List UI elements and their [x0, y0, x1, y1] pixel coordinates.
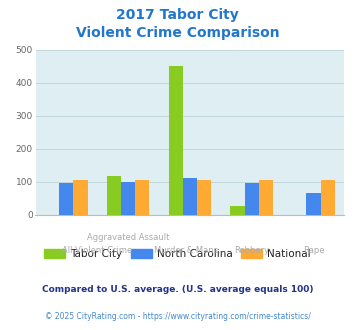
Bar [73, 180, 88, 214]
Text: Aggravated Assault: Aggravated Assault [87, 233, 169, 242]
Text: Murder & Mans...: Murder & Mans... [154, 246, 226, 255]
Text: 2017 Tabor City: 2017 Tabor City [116, 8, 239, 22]
Bar [306, 193, 321, 214]
Bar [245, 183, 259, 214]
Bar [121, 182, 135, 215]
Text: All Violent Crime: All Violent Crime [62, 246, 132, 255]
Bar [135, 180, 149, 214]
Bar [169, 66, 183, 214]
Text: Violent Crime Comparison: Violent Crime Comparison [76, 26, 279, 40]
Bar [321, 180, 335, 214]
Bar [230, 206, 245, 214]
Text: © 2025 CityRating.com - https://www.cityrating.com/crime-statistics/: © 2025 CityRating.com - https://www.city… [45, 312, 310, 321]
Bar [183, 178, 197, 214]
Text: Compared to U.S. average. (U.S. average equals 100): Compared to U.S. average. (U.S. average … [42, 285, 313, 294]
Bar [197, 180, 211, 214]
Bar [107, 176, 121, 214]
Text: Robbery: Robbery [234, 246, 269, 255]
Bar [59, 183, 73, 214]
Text: Rape: Rape [303, 246, 324, 255]
Bar [259, 180, 273, 214]
Legend: Tabor City, North Carolina, National: Tabor City, North Carolina, National [41, 246, 314, 262]
